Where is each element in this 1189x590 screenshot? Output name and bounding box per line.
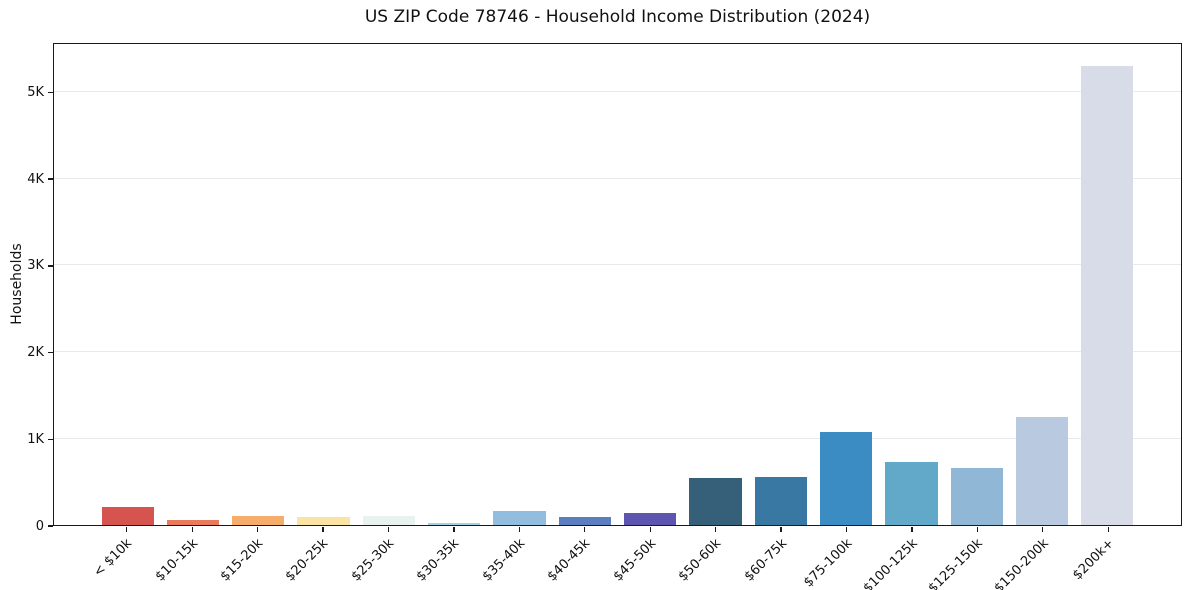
x-tick-mark (845, 527, 848, 533)
x-tick-mark (322, 527, 324, 533)
x-tick-mark (649, 527, 651, 533)
y-tick-mark (48, 265, 53, 267)
y-tick-label: 3K (27, 258, 44, 274)
x-tick-mark (715, 527, 717, 533)
bar-slot (422, 44, 487, 525)
x-tick-label: $50-60k (675, 536, 725, 585)
x-tick-mark (453, 527, 455, 533)
bar-100-125k (885, 461, 938, 525)
x-tick-mark (1042, 527, 1044, 533)
bar-10-15k (166, 520, 220, 525)
x-tick-mark (911, 527, 913, 533)
bar-slot (879, 44, 944, 525)
bar-slot (356, 44, 421, 525)
x-tick-label: $75-100k (800, 536, 856, 590)
bar-150-200k (1015, 416, 1069, 525)
y-tick-label: 4K (27, 171, 44, 187)
x-tick-label: $30-35k (414, 536, 463, 585)
bar-slot (748, 44, 813, 525)
plot-area (53, 43, 1182, 526)
bar-25-30k (362, 515, 416, 525)
bar-slot (618, 44, 683, 525)
y-tick-mark (48, 351, 53, 354)
bar-60-75k (754, 477, 807, 525)
gridline (54, 177, 1181, 179)
bar-200k (1081, 66, 1134, 525)
bar-35-40k (493, 510, 546, 525)
x-tick-mark (191, 527, 193, 533)
gridline (54, 264, 1181, 266)
x-tick-label: $125-150k (925, 536, 987, 590)
bar-slot (1009, 44, 1074, 525)
bar-slot (95, 44, 160, 525)
bar-50-60k (689, 477, 742, 525)
bar-slot (944, 44, 1009, 525)
gridline (54, 437, 1181, 439)
gridline (54, 351, 1181, 353)
y-tick-mark (48, 525, 53, 527)
y-axis-label: Households (9, 243, 25, 325)
bar-15-20k (232, 516, 285, 525)
x-tick-label: $25-30k (348, 536, 398, 585)
x-tick-mark (780, 527, 782, 533)
x-tick-mark (584, 527, 586, 533)
x-tick-label: $100-125k (860, 536, 921, 590)
x-tick-label: $60-75k (741, 536, 790, 585)
x-tick-mark (976, 527, 979, 533)
bar-10k (101, 506, 154, 525)
y-tick-mark (48, 91, 53, 94)
x-tick-label: $10-15k (152, 536, 201, 585)
x-tick-label: $15-20k (217, 536, 267, 585)
bars-layer (54, 44, 1181, 525)
y-tick-label: 5K (27, 84, 44, 100)
y-tick-label: 1K (27, 431, 44, 447)
bar-40-45k (558, 517, 611, 525)
x-tick-mark (387, 527, 390, 533)
bar-slot (487, 44, 552, 525)
y-tick-mark (48, 438, 53, 440)
bar-slot (226, 44, 291, 525)
bar-slot (552, 44, 617, 525)
x-tick-mark (518, 527, 520, 533)
gridline (54, 90, 1181, 92)
bar-slot (813, 44, 878, 525)
bar-30-35k (428, 522, 481, 525)
x-tick-label: $200k+ (1069, 536, 1117, 584)
x-tick-label: < $10k (91, 536, 136, 581)
bar-20-25k (297, 517, 350, 525)
bar-125-150k (950, 467, 1003, 525)
x-tick-mark (256, 527, 259, 533)
x-tick-label: $150-200k (991, 536, 1052, 590)
bar-45-50k (624, 512, 677, 525)
y-tick-mark (48, 178, 53, 180)
bar-slot (160, 44, 225, 525)
x-tick-label: $40-45k (544, 536, 594, 585)
bar-slot (291, 44, 356, 525)
x-tick-label: $20-25k (283, 536, 332, 585)
x-tick-mark (1107, 527, 1109, 533)
y-tick-label: 0 (35, 518, 44, 534)
chart-title: US ZIP Code 78746 - Household Income Dis… (364, 7, 871, 27)
x-tick-label: $45-50k (610, 536, 659, 585)
bar-slot (683, 44, 748, 525)
bar-slot (1075, 44, 1140, 525)
y-tick-label: 2K (27, 345, 44, 361)
x-tick-mark (126, 527, 128, 533)
x-tick-label: $35-40k (479, 536, 528, 585)
bar-75-100k (819, 432, 873, 525)
